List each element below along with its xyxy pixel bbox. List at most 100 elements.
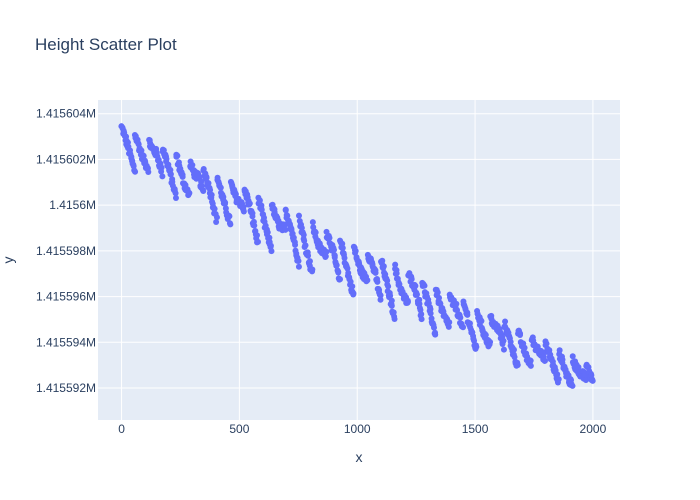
- data-point: [309, 219, 316, 226]
- data-point: [527, 362, 534, 369]
- data-point: [379, 257, 386, 264]
- data-point: [387, 292, 394, 299]
- data-point: [217, 184, 224, 191]
- data-point: [543, 340, 550, 347]
- data-point: [377, 296, 384, 303]
- data-point: [555, 376, 562, 383]
- data-point: [159, 173, 166, 180]
- data-point: [541, 357, 548, 364]
- data-point: [331, 254, 338, 261]
- chart-title: Height Scatter Plot: [35, 35, 177, 54]
- data-point: [207, 187, 214, 194]
- data-point: [377, 292, 384, 299]
- data-point: [434, 289, 441, 296]
- data-point: [292, 241, 299, 248]
- data-point: [249, 213, 256, 220]
- data-point: [341, 254, 348, 261]
- data-point: [312, 229, 319, 236]
- data-point: [388, 297, 395, 304]
- data-point: [335, 269, 342, 276]
- data-point: [339, 244, 346, 251]
- data-point: [189, 162, 196, 169]
- data-point: [208, 191, 215, 198]
- data-point: [322, 253, 329, 260]
- data-point: [240, 203, 247, 210]
- data-point: [487, 339, 494, 346]
- y-tick-label: 1.415602M: [36, 152, 96, 166]
- data-point: [408, 276, 415, 283]
- data-point: [306, 258, 313, 265]
- data-point: [418, 316, 425, 323]
- data-point: [517, 332, 524, 339]
- data-point: [582, 377, 589, 384]
- data-point: [172, 194, 179, 201]
- data-point: [268, 248, 275, 255]
- data-point: [527, 357, 534, 364]
- data-point: [446, 319, 453, 326]
- data-point: [203, 174, 210, 181]
- data-point: [200, 188, 207, 195]
- data-point: [376, 287, 383, 294]
- x-tick-label: 1000: [344, 422, 371, 436]
- x-tick-label: 0: [118, 422, 125, 436]
- data-point: [333, 262, 340, 269]
- data-point: [138, 147, 145, 154]
- data-point: [413, 291, 420, 298]
- data-point: [575, 364, 582, 371]
- data-point: [253, 232, 260, 239]
- data-point: [421, 282, 428, 289]
- data-point: [284, 212, 291, 219]
- data-point: [374, 278, 381, 285]
- x-tick-label: 2000: [580, 422, 607, 436]
- y-tick-label: 1.4156M: [49, 198, 96, 212]
- data-point: [589, 377, 596, 384]
- data-point: [205, 180, 212, 187]
- data-point: [391, 316, 398, 323]
- data-point: [556, 347, 563, 354]
- data-point: [301, 237, 308, 244]
- data-point: [514, 362, 521, 369]
- data-point: [169, 176, 176, 183]
- data-point: [337, 276, 344, 283]
- data-point: [290, 234, 297, 241]
- data-point: [323, 248, 330, 255]
- data-point: [445, 323, 452, 330]
- data-point: [432, 331, 439, 338]
- data-point: [418, 311, 425, 318]
- data-point: [330, 246, 337, 253]
- y-tick-label: 1.415594M: [36, 335, 96, 349]
- data-point: [460, 324, 467, 331]
- data-point: [478, 317, 485, 324]
- data-point: [569, 353, 576, 360]
- data-point: [393, 270, 400, 277]
- data-point: [295, 263, 302, 270]
- data-point: [186, 190, 193, 197]
- data-point: [251, 222, 258, 229]
- data-point: [145, 169, 152, 176]
- data-point: [264, 229, 271, 236]
- data-point: [392, 261, 399, 268]
- data-point: [352, 247, 359, 254]
- y-tick-label: 1.415592M: [36, 381, 96, 395]
- data-point: [457, 314, 464, 321]
- data-point: [221, 200, 228, 207]
- data-point: [163, 156, 170, 163]
- data-point: [473, 343, 480, 350]
- data-point: [302, 242, 309, 249]
- data-point: [213, 219, 220, 226]
- data-point: [500, 346, 507, 353]
- data-point: [436, 294, 443, 301]
- data-point: [282, 206, 289, 213]
- data-point: [220, 194, 227, 201]
- data-point: [510, 346, 517, 353]
- data-point: [554, 371, 561, 378]
- data-point: [500, 337, 507, 344]
- data-point: [347, 278, 354, 285]
- data-point: [179, 173, 186, 180]
- x-axis-title: x: [356, 449, 363, 465]
- points-layer: [118, 123, 596, 389]
- y-tick-label: 1.415596M: [36, 290, 96, 304]
- data-point: [213, 214, 220, 221]
